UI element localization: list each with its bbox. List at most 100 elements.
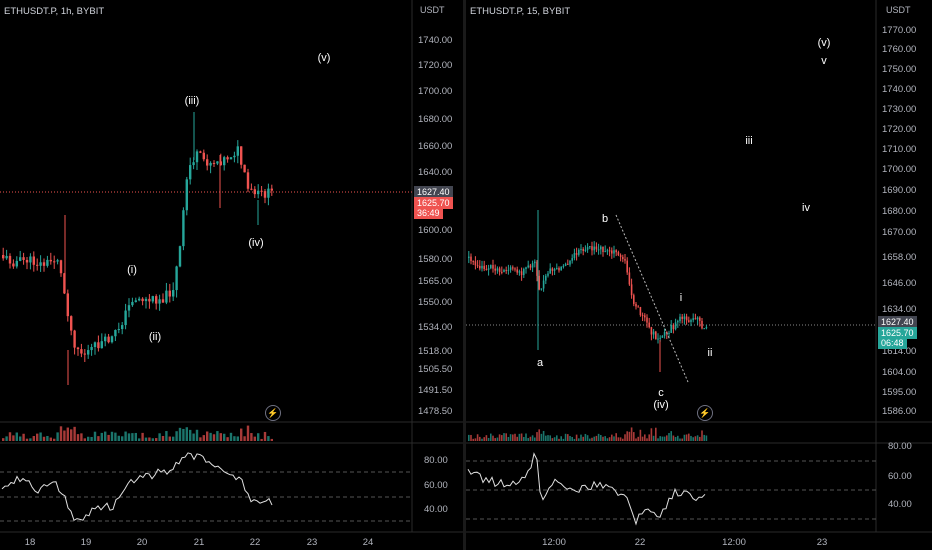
candle-body — [551, 268, 554, 271]
volume-bar — [571, 436, 573, 441]
volume-bar — [226, 437, 229, 441]
candle-body — [597, 249, 600, 251]
volume-bar — [100, 432, 103, 441]
volume-bar — [685, 434, 688, 441]
candle-body — [107, 336, 110, 343]
candle-body — [696, 317, 699, 320]
wave-label: iv — [802, 202, 810, 214]
candle-body — [699, 317, 701, 321]
candle-body — [110, 336, 114, 343]
wave-label: (iv) — [653, 399, 668, 411]
volume-bar — [608, 437, 611, 441]
candle-body — [22, 257, 25, 260]
volume-bar — [582, 436, 584, 441]
volume-bar — [199, 437, 202, 441]
candle-body — [531, 263, 534, 268]
price-tick-label: 1700.00 — [882, 164, 916, 175]
volume-bar — [703, 434, 705, 441]
price-tick-label: 1586.00 — [882, 406, 916, 417]
candle-body — [206, 159, 209, 166]
candle-body — [155, 296, 158, 304]
volume-bar — [534, 437, 536, 441]
price-tick-label: 1595.00 — [882, 387, 916, 398]
candle-body — [233, 155, 236, 158]
left-chart-canvas[interactable]: 1740.00 1720.00 1700.00 1680.00 1660.00 1640.… — [0, 0, 463, 550]
volume-bar — [229, 432, 233, 441]
volume-bar — [209, 432, 212, 441]
price-tick-label: 1505.50 — [418, 364, 452, 375]
volume-bar — [569, 435, 571, 441]
oscillator-line — [1, 452, 273, 522]
volume-bar — [617, 437, 620, 441]
volume-bar — [578, 438, 580, 441]
candle-body — [2, 255, 5, 259]
volume-bar — [246, 425, 250, 441]
candle-body — [474, 261, 477, 266]
candle-body — [216, 161, 219, 164]
candle-body — [124, 310, 127, 326]
candle-body — [104, 336, 107, 342]
left-chart-pane[interactable]: 1740.00 1720.00 1700.00 1680.00 1660.00 1640.… — [0, 0, 463, 550]
candle-body — [73, 330, 76, 348]
volume-bar — [540, 433, 543, 441]
candle-body — [496, 268, 499, 271]
volume-bar — [516, 436, 518, 441]
right-chart-pane[interactable]: 1770.00 1760.00 1750.00 1740.00 1730.00 1720.… — [466, 0, 932, 550]
candle-body — [226, 157, 229, 160]
volume-bar — [602, 436, 604, 441]
candle-body — [604, 251, 606, 253]
right-last-close-badge: 1627.40 — [878, 316, 917, 328]
left-countdown-badge: 36:49 — [414, 207, 443, 219]
volume-bar — [529, 436, 532, 441]
time-tick-label: 12:00 — [722, 537, 746, 548]
volume-bar — [260, 438, 263, 441]
wave-label: iii — [745, 135, 752, 147]
wave-label: c — [658, 387, 664, 399]
volume-bar — [189, 429, 192, 441]
volume-bar — [637, 436, 639, 441]
volume-bar — [66, 427, 69, 441]
candle-body — [121, 325, 124, 330]
price-tick-label: 1634.00 — [882, 304, 916, 315]
volume-bar — [110, 431, 114, 441]
candle-body — [250, 188, 253, 190]
candle-body — [553, 269, 556, 271]
volume-bar — [648, 434, 650, 441]
candle-body — [161, 299, 165, 303]
candle-body — [83, 353, 86, 355]
volume-bar — [80, 433, 83, 441]
candle-body — [15, 260, 18, 267]
volume-bar — [547, 435, 549, 441]
right-chart-canvas[interactable]: 1770.00 1760.00 1750.00 1740.00 1730.00 1720.… — [466, 0, 932, 550]
time-tick-label: 20 — [137, 537, 148, 548]
volume-bar — [679, 438, 681, 441]
candle-body — [542, 280, 545, 289]
price-tick-label: 1720.00 — [418, 60, 452, 71]
volume-bar — [56, 432, 59, 441]
volume-bar — [692, 437, 694, 441]
candle-body — [476, 265, 479, 267]
candle-body — [114, 329, 117, 337]
candle-body — [659, 337, 661, 339]
candle-body — [512, 267, 514, 269]
volume-bar — [472, 438, 474, 441]
volume-bar — [121, 436, 124, 441]
candle-body — [507, 269, 510, 271]
candle-body — [580, 249, 582, 251]
volume-bar — [90, 436, 93, 441]
volume-bar — [8, 432, 12, 441]
volume-bar — [694, 436, 697, 441]
candle-body — [66, 293, 69, 317]
wave-label: (i) — [127, 264, 137, 276]
volume-bar — [36, 433, 39, 441]
volume-bar — [626, 431, 628, 441]
candle-body — [202, 152, 205, 160]
candle-body — [131, 301, 134, 306]
volume-bar — [512, 434, 514, 441]
pane-divider[interactable] — [463, 0, 466, 550]
volume-bar — [661, 436, 664, 441]
lightning-icon[interactable]: ⚡ — [697, 405, 713, 421]
volume-bar — [257, 433, 260, 441]
candle-body — [87, 350, 90, 355]
lightning-icon[interactable]: ⚡ — [265, 405, 281, 421]
